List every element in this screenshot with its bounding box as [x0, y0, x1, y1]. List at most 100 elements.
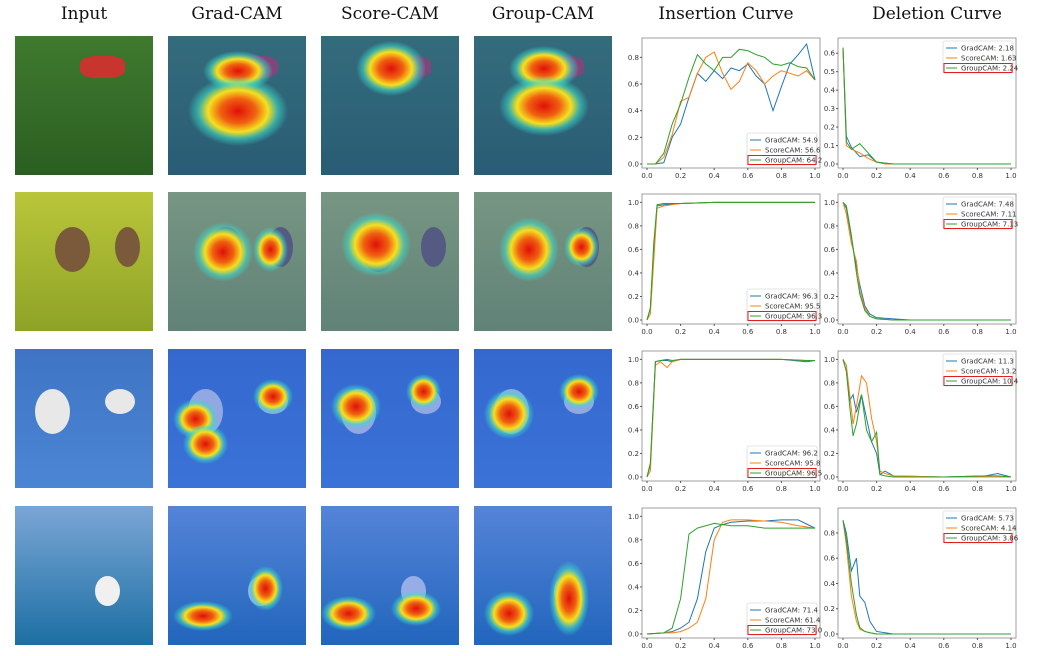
heatmap-hotspot — [253, 227, 288, 272]
groupcam-heatmap-boats — [474, 506, 612, 645]
y-tick-label: 0.2 — [628, 450, 639, 458]
x-tick-label: 0.0 — [837, 328, 848, 336]
y-tick-label: 0.2 — [824, 605, 835, 613]
y-tick-label: 0.2 — [824, 450, 835, 458]
x-tick-label: 0.0 — [641, 328, 652, 336]
y-tick-label: 0.1 — [824, 142, 835, 150]
x-tick-label: 0.4 — [709, 642, 721, 650]
legend-label-groupcam: GroupCAM: 7.13 — [961, 221, 1018, 229]
legend-label-groupcam: GroupCAM: 2.24 — [961, 65, 1019, 73]
legend-label-groupcam: GroupCAM: 3.86 — [961, 535, 1019, 543]
heatmap-hotspot — [499, 217, 559, 282]
y-tick-label: 0.2 — [824, 293, 835, 301]
x-tick-label: 0.0 — [837, 642, 848, 650]
groupcam-highlight-box — [747, 625, 817, 635]
heatmap-hotspot — [331, 384, 381, 429]
deletion-chart-row-2: 0.0 0.2 0.4 0.6 0.8 1.0 0.0 0.2 0.4 0.6 0.8 1.0 Grad… — [824, 193, 1018, 336]
input-image-dog — [15, 36, 153, 175]
plot-frame — [837, 350, 1017, 482]
legend-label-gradcam: GradCAM: 96.3 — [765, 293, 818, 301]
y-tick-label: 0.0 — [824, 161, 835, 169]
input-image-boats — [15, 506, 153, 645]
y-tick-label: 0.6 — [628, 403, 640, 411]
groupcam-heatmap-dog — [474, 36, 612, 175]
legend-label-groupcam: GroupCAM: 10.4 — [961, 378, 1019, 386]
x-tick-label: 0.8 — [972, 642, 983, 650]
heatmap-hotspot — [484, 591, 534, 636]
x-tick-label: 0.8 — [776, 328, 787, 336]
groupcam-highlight-box — [747, 311, 817, 321]
y-tick-label: 0.6 — [824, 246, 836, 254]
x-tick-label: 0.6 — [938, 172, 950, 180]
x-tick-label: 0.8 — [776, 485, 787, 493]
y-tick-label: 0.0 — [824, 631, 835, 639]
heatmap-hotspot — [248, 566, 283, 611]
heatmap-hotspot — [183, 424, 228, 464]
y-tick-label: 0.8 — [824, 222, 835, 230]
y-tick-label: 0.8 — [628, 536, 639, 544]
groupcam-highlight-box — [943, 219, 1013, 229]
column-header-gradcam: Grad-CAM — [191, 4, 283, 24]
y-tick-label: 1.0 — [628, 356, 639, 364]
x-tick-label: 0.0 — [837, 485, 848, 493]
gradcam-heatmap-birds-on-branch — [168, 192, 306, 331]
x-tick-label: 0.8 — [776, 642, 787, 650]
groupcam-highlight-box — [747, 468, 817, 478]
groupcam-heatmap-flying-birds — [474, 349, 612, 488]
x-tick-label: 1.0 — [809, 642, 820, 650]
x-tick-label: 0.0 — [837, 172, 848, 180]
x-tick-label: 1.0 — [1005, 642, 1016, 650]
legend-label-gradcam: GradCAM: 2.18 — [961, 45, 1014, 53]
x-tick-label: 1.0 — [1005, 485, 1016, 493]
column-header-input: Input — [60, 4, 108, 24]
column-header-groupcam: Group-CAM — [491, 4, 595, 24]
plot-frame — [641, 507, 821, 639]
x-tick-label: 0.8 — [972, 328, 983, 336]
y-tick-label: 0.8 — [628, 222, 639, 230]
x-tick-label: 0.2 — [675, 642, 686, 650]
y-tick-label: 0.8 — [628, 379, 639, 387]
series-line-gradcam — [646, 519, 816, 635]
x-tick-label: 1.0 — [1005, 328, 1016, 336]
groupcam-highlight-box — [943, 376, 1013, 386]
y-tick-label: 0.0 — [824, 474, 835, 482]
y-tick-label: 0.3 — [824, 105, 835, 113]
legend-label-scorecam: ScoreCAM: 4.14 — [961, 525, 1017, 533]
scorecam-heatmap-boats — [321, 506, 459, 645]
x-tick-label: 0.2 — [675, 328, 686, 336]
legend-label-groupcam: GroupCAM: 64.2 — [765, 157, 822, 165]
y-tick-label: 0.2 — [628, 607, 639, 615]
subject-shape — [115, 227, 140, 267]
y-tick-label: 0.6 — [628, 246, 640, 254]
y-tick-label: 0.4 — [628, 107, 640, 115]
subject-shape — [80, 56, 125, 78]
x-tick-label: 0.8 — [972, 172, 983, 180]
groupcam-highlight-box — [747, 155, 817, 165]
y-tick-label: 0.6 — [628, 81, 640, 89]
y-tick-label: 1.0 — [824, 199, 835, 207]
legend-label-scorecam: ScoreCAM: 95.8 — [765, 460, 821, 468]
legend-label-scorecam: ScoreCAM: 61.4 — [765, 617, 821, 625]
legend-label-scorecam: ScoreCAM: 95.5 — [765, 303, 821, 311]
x-tick-label: 0.6 — [938, 328, 950, 336]
y-tick-label: 1.0 — [824, 356, 835, 364]
x-tick-label: 0.0 — [641, 642, 652, 650]
legend-label-scorecam: ScoreCAM: 13.2 — [961, 368, 1017, 376]
y-tick-label: 0.4 — [824, 269, 836, 277]
deletion-chart-row-3: 0.0 0.2 0.4 0.6 0.8 1.0 0.0 0.2 0.4 0.6 0.8 1.0 Grad… — [824, 350, 1019, 493]
y-tick-label: 0.4 — [628, 269, 640, 277]
column-header-deletion: Deletion Curve — [872, 4, 1002, 24]
series-line-groupcam — [646, 522, 815, 635]
column-header-insertion: Insertion Curve — [658, 4, 794, 24]
x-tick-label: 0.6 — [742, 485, 754, 493]
series-line-scorecam — [842, 359, 1011, 478]
insertion-chart-row-1: 0.0 0.2 0.4 0.6 0.8 1.0 0.0 0.2 0.4 0.6 0.8 GradCAM… — [628, 37, 822, 180]
scorecam-heatmap-dog — [321, 36, 459, 175]
x-tick-label: 0.4 — [905, 485, 917, 493]
legend-label-groupcam: GroupCAM: 73.0 — [765, 627, 822, 635]
subject-shape — [105, 389, 135, 414]
gradcam-heatmap-flying-birds — [168, 349, 306, 488]
heatmap-hotspot — [356, 41, 426, 96]
groupcam-highlight-box — [943, 63, 1013, 73]
heatmap-hotspot — [559, 374, 599, 409]
